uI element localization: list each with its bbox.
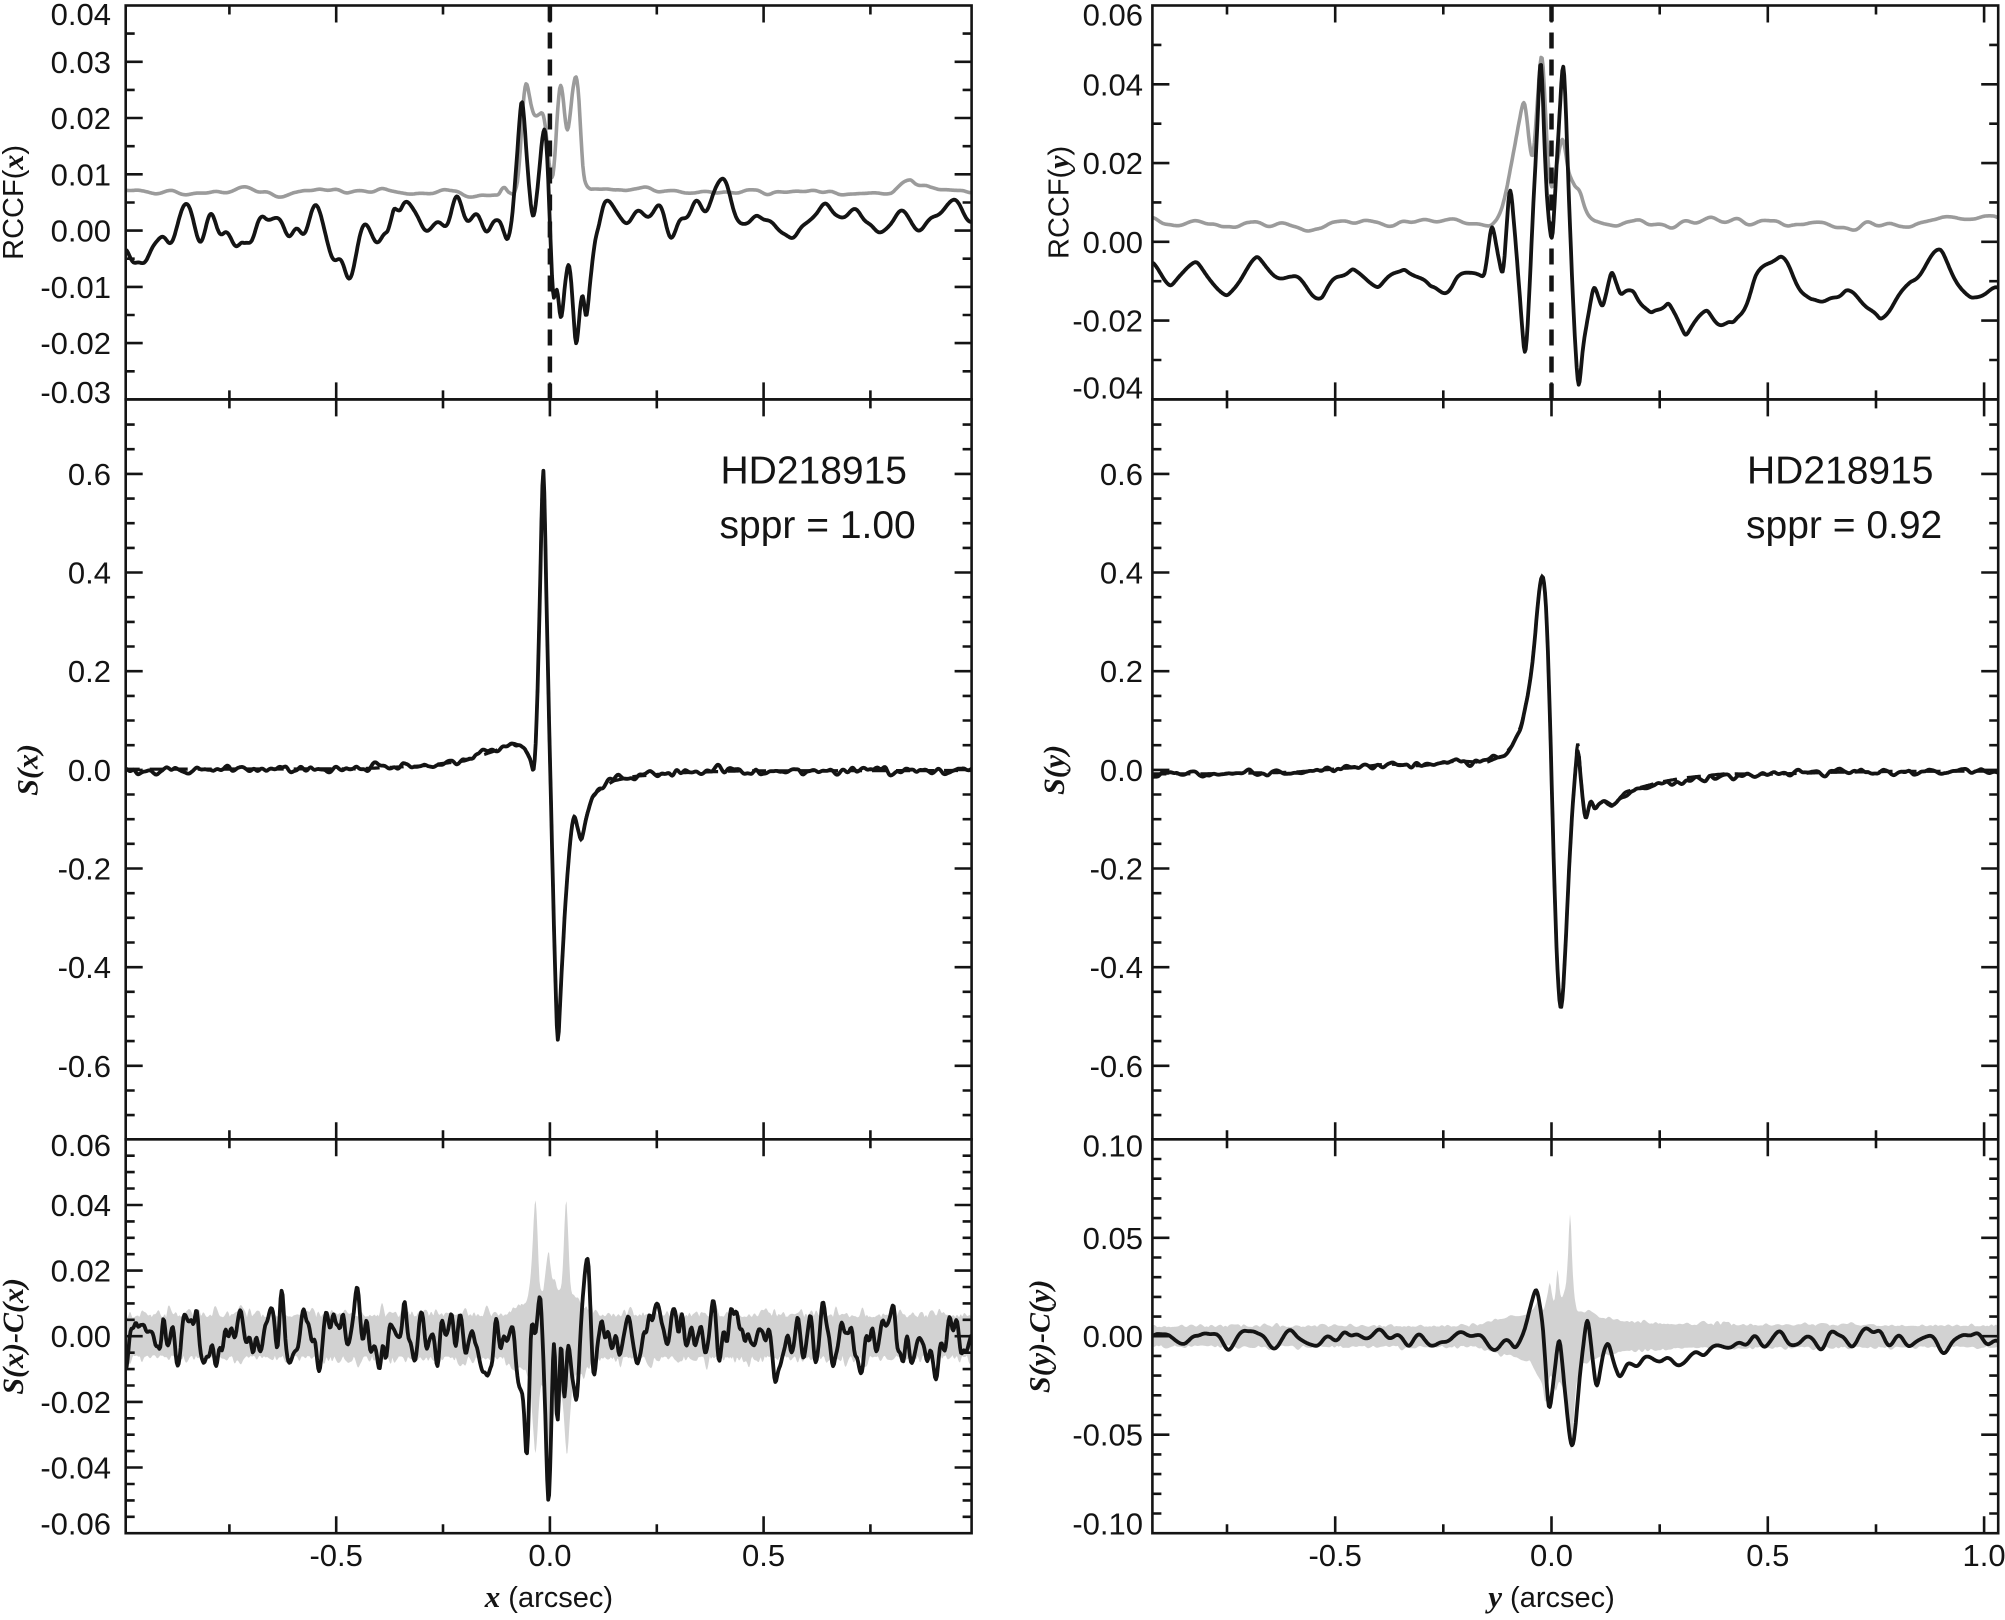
svg-text:-0.6: -0.6 (58, 1049, 111, 1084)
svg-text:-0.04: -0.04 (40, 1451, 111, 1486)
svg-text:-0.5: -0.5 (309, 1538, 362, 1573)
svg-text:-0.02: -0.02 (1072, 304, 1143, 339)
svg-text:sppr = 1.00: sppr = 1.00 (720, 504, 916, 547)
svg-text:-0.06: -0.06 (40, 1506, 111, 1541)
svg-text:0.00: 0.00 (1083, 225, 1143, 260)
svg-text:-0.2: -0.2 (1090, 852, 1143, 887)
svg-text:S(y)-C(y): S(y)-C(y) (1024, 1280, 1057, 1393)
svg-text:0.06: 0.06 (51, 1128, 111, 1163)
svg-text:0.6: 0.6 (68, 457, 111, 492)
svg-text:0.2: 0.2 (1100, 654, 1143, 689)
svg-text:0.0: 0.0 (68, 753, 111, 788)
svg-text:y (arcsec): y (arcsec) (1484, 1579, 1615, 1614)
svg-text:-0.6: -0.6 (1090, 1049, 1143, 1084)
svg-text:0.4: 0.4 (68, 556, 111, 591)
svg-text:0.04: 0.04 (1083, 67, 1143, 102)
svg-text:S(x): S(x) (12, 744, 45, 796)
svg-text:0.0: 0.0 (1100, 753, 1143, 788)
svg-text:0.00: 0.00 (1083, 1319, 1143, 1354)
svg-text:-0.4: -0.4 (1090, 950, 1143, 985)
svg-text:0.6: 0.6 (1100, 457, 1143, 492)
svg-text:-0.10: -0.10 (1072, 1506, 1143, 1541)
svg-text:x (arcsec): x (arcsec) (484, 1579, 613, 1614)
svg-text:0.4: 0.4 (1100, 556, 1143, 591)
svg-text:-0.2: -0.2 (58, 852, 111, 887)
svg-text:S(y): S(y) (1038, 745, 1071, 795)
svg-text:-0.5: -0.5 (1308, 1538, 1361, 1573)
svg-text:0.02: 0.02 (51, 1254, 111, 1289)
svg-text:-0.04: -0.04 (1072, 371, 1143, 406)
svg-text:0.00: 0.00 (51, 214, 111, 249)
svg-text:S(x)-C(x): S(x)-C(x) (0, 1278, 30, 1395)
svg-text:0.03: 0.03 (51, 45, 111, 80)
svg-text:0.5: 0.5 (1746, 1538, 1789, 1573)
svg-text:-0.02: -0.02 (40, 1385, 111, 1420)
svg-text:0.04: 0.04 (51, 0, 111, 32)
svg-text:0.05: 0.05 (1083, 1221, 1143, 1256)
svg-text:-0.4: -0.4 (58, 950, 111, 985)
svg-text:0.2: 0.2 (68, 654, 111, 689)
svg-text:-0.01: -0.01 (40, 270, 111, 305)
svg-text:0.0: 0.0 (528, 1538, 571, 1573)
svg-text:0.01: 0.01 (51, 157, 111, 192)
svg-text:0.04: 0.04 (51, 1188, 111, 1223)
svg-text:0.10: 0.10 (1083, 1129, 1143, 1164)
svg-text:-0.02: -0.02 (40, 326, 111, 361)
svg-text:HD218915: HD218915 (721, 449, 907, 492)
svg-text:0.02: 0.02 (51, 101, 111, 136)
svg-text:-0.05: -0.05 (1072, 1418, 1143, 1453)
svg-text:0.06: 0.06 (1083, 0, 1143, 32)
svg-text:0.02: 0.02 (1083, 146, 1143, 181)
svg-text:0.5: 0.5 (742, 1538, 785, 1573)
svg-text:RCCF(x): RCCF(x) (0, 145, 30, 260)
svg-text:0.0: 0.0 (1530, 1538, 1573, 1573)
svg-text:sppr = 0.92: sppr = 0.92 (1746, 504, 1942, 547)
svg-text:-0.03: -0.03 (40, 375, 111, 410)
svg-text:1.0: 1.0 (1963, 1538, 2005, 1573)
svg-text:0.00: 0.00 (51, 1319, 111, 1354)
svg-text:RCCF(y): RCCF(y) (1043, 146, 1076, 259)
svg-text:HD218915: HD218915 (1747, 449, 1933, 492)
